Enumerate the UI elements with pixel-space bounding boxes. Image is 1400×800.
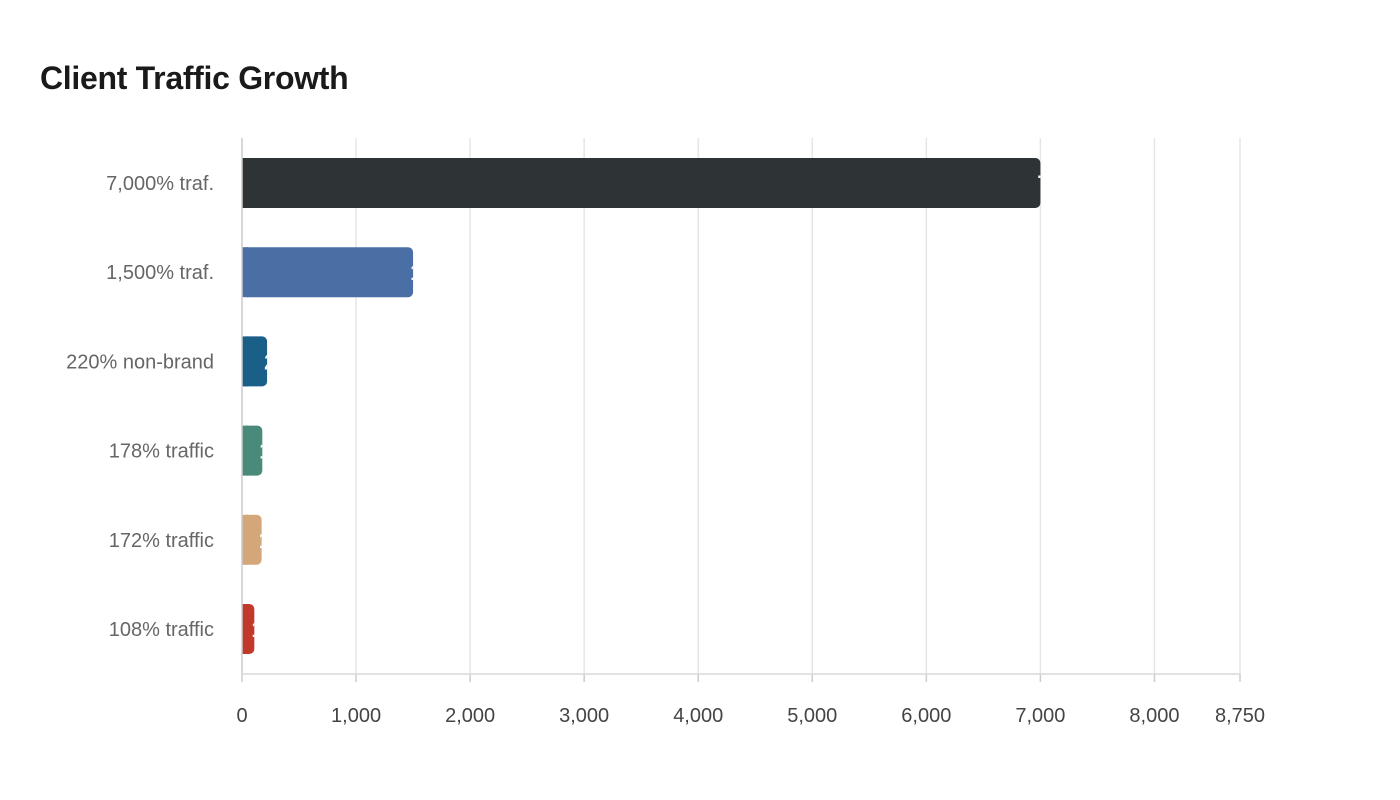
bar-left-edge: [242, 247, 248, 298]
category-label: 108% traffic: [109, 619, 214, 641]
bars: [242, 158, 1041, 654]
x-tick-label: 5,000: [787, 705, 837, 727]
bar: [242, 336, 268, 387]
x-tick-label: 3,000: [559, 705, 609, 727]
grid-lines: [355, 138, 1241, 674]
bar-left-edge: [242, 336, 248, 387]
value-label: 178: [259, 439, 296, 464]
bar: [242, 158, 1041, 208]
x-tick-label: 7,000: [1015, 705, 1065, 727]
bar: [242, 247, 414, 298]
value-label: 108: [251, 617, 288, 642]
value-label: 1500: [410, 260, 459, 285]
x-tick-label: 2,000: [445, 705, 495, 727]
x-tick-label: 8,750: [1215, 705, 1265, 727]
x-tick-label: 8,000: [1129, 705, 1179, 727]
bar-left-edge: [242, 425, 248, 476]
category-label: 7,000% traf.: [106, 173, 214, 195]
value-label: 7000: [1037, 171, 1086, 196]
category-label: 1,500% traf.: [106, 262, 214, 284]
axes: [241, 138, 1241, 682]
x-tick-label: 1,000: [331, 705, 381, 727]
value-label: 220: [264, 349, 301, 374]
bar-left-edge: [242, 514, 248, 565]
x-tick-label: 6,000: [901, 705, 951, 727]
x-tick-label: 4,000: [673, 705, 723, 727]
bar-left-edge: [242, 604, 248, 654]
value-label: 172: [259, 528, 296, 553]
chart-title: Client Traffic Growth: [40, 60, 349, 96]
labels: 0 1,000 2,000 3,000 4,000 5,000 6,000 7,000 8,00…: [66, 171, 1265, 727]
category-label: 172% traffic: [109, 530, 214, 552]
bar-left-edge: [242, 158, 248, 208]
x-tick-label: 0: [236, 705, 247, 727]
category-label: 178% traffic: [109, 441, 214, 463]
category-label: 220% non-brand: [66, 351, 214, 373]
